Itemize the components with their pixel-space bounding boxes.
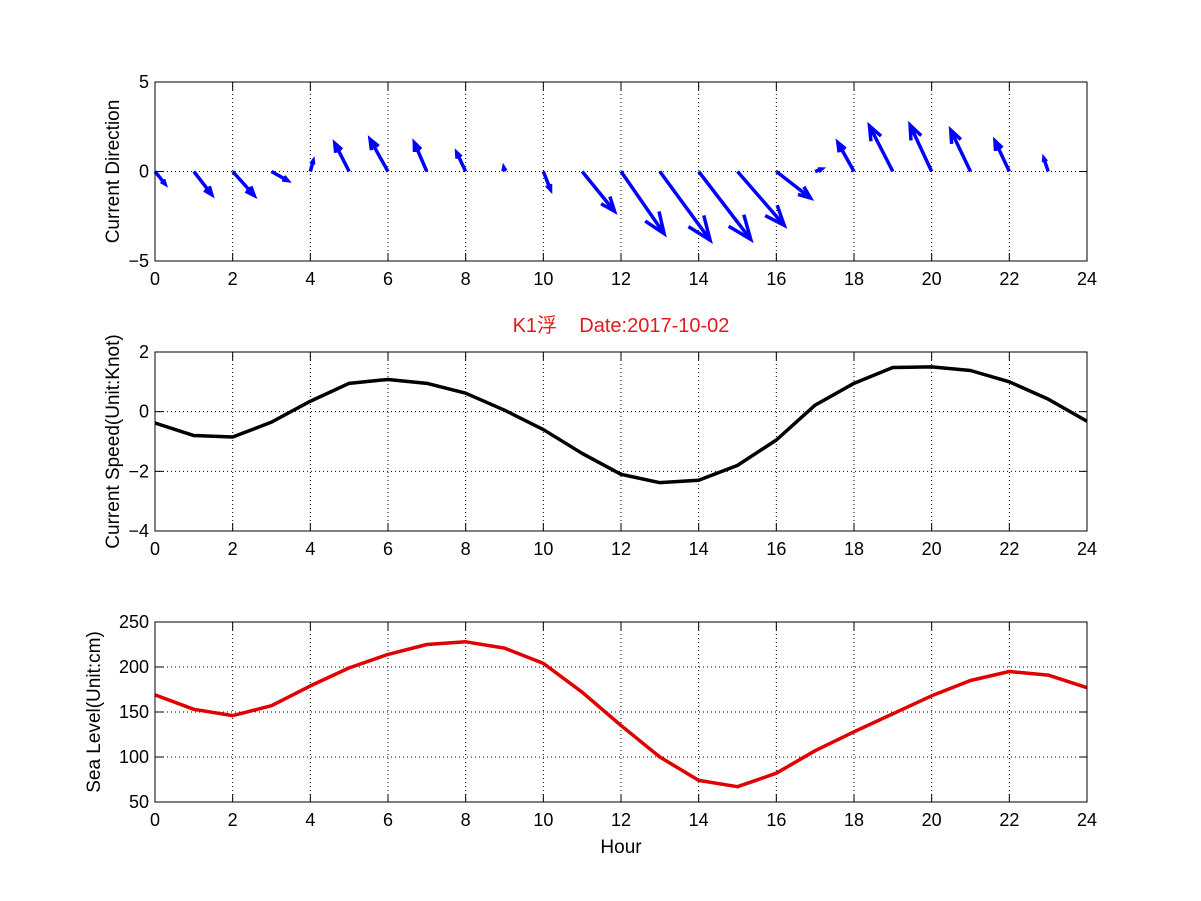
- y-tick-label: 50: [129, 792, 149, 812]
- current-vector-arrow-0: [153, 170, 169, 188]
- x-tick-label: 2: [228, 269, 238, 289]
- x-tick-label: 14: [689, 810, 709, 830]
- y-tick-label: −4: [128, 521, 149, 541]
- current-vector-arrow-15: [736, 170, 788, 229]
- current-vector-arrow-9: [501, 162, 508, 172]
- x-tick-label: 16: [766, 810, 786, 830]
- current-vector-arrow-11: [580, 170, 618, 215]
- x-tick-label: 20: [922, 269, 942, 289]
- sealevel-y-axis-label: Sea Level(Unit:cm): [84, 631, 105, 793]
- x-tick-label: 24: [1077, 810, 1097, 830]
- x-tick-label: 18: [844, 810, 864, 830]
- x-tick-label: 22: [999, 810, 1019, 830]
- y-tick-label: 200: [119, 657, 149, 677]
- x-tick-label: 12: [611, 810, 631, 830]
- x-tick-label: 24: [1077, 269, 1097, 289]
- current-vector-arrow-14: [697, 170, 754, 244]
- y-tick-label: 100: [119, 747, 149, 767]
- x-tick-label: 6: [383, 539, 393, 559]
- y-tick-label: 2: [139, 342, 149, 362]
- current-vector-arrow-7: [412, 138, 429, 173]
- current-vector-arrow-19: [867, 121, 895, 173]
- x-tick-label: 0: [150, 269, 160, 289]
- x-tick-label: 18: [844, 269, 864, 289]
- current-vector-arrow-2: [231, 170, 258, 200]
- x-tick-label: 22: [999, 269, 1019, 289]
- x-tick-label: 4: [305, 269, 315, 289]
- x-tick-label: 10: [533, 810, 553, 830]
- current-vector-arrow-16: [775, 170, 815, 201]
- current-vector-arrow-6: [367, 135, 390, 173]
- x-tick-label: 0: [150, 810, 160, 830]
- speed-y-axis-label: Current Speed(Unit:Knot): [103, 334, 124, 548]
- current-vector-arrow-1: [192, 170, 215, 199]
- current-vector-arrow-21: [948, 125, 973, 173]
- x-tick-label: 6: [383, 269, 393, 289]
- y-tick-label: 0: [139, 402, 149, 422]
- y-tick-label: −2: [128, 461, 149, 481]
- x-tick-label: 18: [844, 539, 864, 559]
- current-vector-arrow-22: [992, 136, 1011, 173]
- x-tick-label: 12: [611, 269, 631, 289]
- y-tick-label: −5: [128, 251, 149, 271]
- x-tick-label: 12: [611, 539, 631, 559]
- chart-title: K1浮 Date:2017-10-02: [513, 314, 730, 337]
- x-tick-label: 24: [1077, 539, 1097, 559]
- current-vector-arrow-23: [1041, 153, 1050, 173]
- x-tick-label: 8: [461, 539, 471, 559]
- x-tick-label: 14: [689, 539, 709, 559]
- x-tick-label: 10: [533, 269, 553, 289]
- x-tick-label: 2: [228, 810, 238, 830]
- current-vector-arrow-4: [308, 156, 316, 172]
- x-tick-label: 8: [461, 269, 471, 289]
- x-tick-label: 20: [922, 539, 942, 559]
- current-vector-arrow-10: [541, 170, 553, 195]
- y-tick-label: 150: [119, 702, 149, 722]
- x-tick-label: 8: [461, 810, 471, 830]
- x-tick-label: 4: [305, 810, 315, 830]
- x-tick-label: 16: [766, 269, 786, 289]
- current-vector-arrow-17: [814, 167, 827, 174]
- y-tick-label: 0: [139, 162, 149, 182]
- y-tick-label: 250: [119, 612, 149, 632]
- current-vector-arrow-8: [454, 148, 468, 173]
- current-vector-arrow-3: [270, 169, 292, 183]
- x-tick-label: 22: [999, 539, 1019, 559]
- sealevel-x-axis-label: Hour: [600, 837, 642, 858]
- y-tick-label: 5: [139, 72, 149, 92]
- current-vector-arrow-18: [835, 138, 856, 173]
- current-vector-arrow-12: [619, 170, 667, 238]
- x-tick-label: 14: [689, 269, 709, 289]
- x-tick-label: 2: [228, 539, 238, 559]
- x-tick-label: 6: [383, 810, 393, 830]
- current-vector-arrow-13: [658, 170, 713, 245]
- x-tick-label: 16: [766, 539, 786, 559]
- x-tick-label: 10: [533, 539, 553, 559]
- x-tick-label: 4: [305, 539, 315, 559]
- current-vector-arrow-20: [908, 120, 934, 173]
- direction-y-axis-label: Current Direction: [103, 100, 124, 244]
- x-tick-label: 0: [150, 539, 160, 559]
- current-vector-arrow-5: [332, 139, 351, 173]
- x-tick-label: 20: [922, 810, 942, 830]
